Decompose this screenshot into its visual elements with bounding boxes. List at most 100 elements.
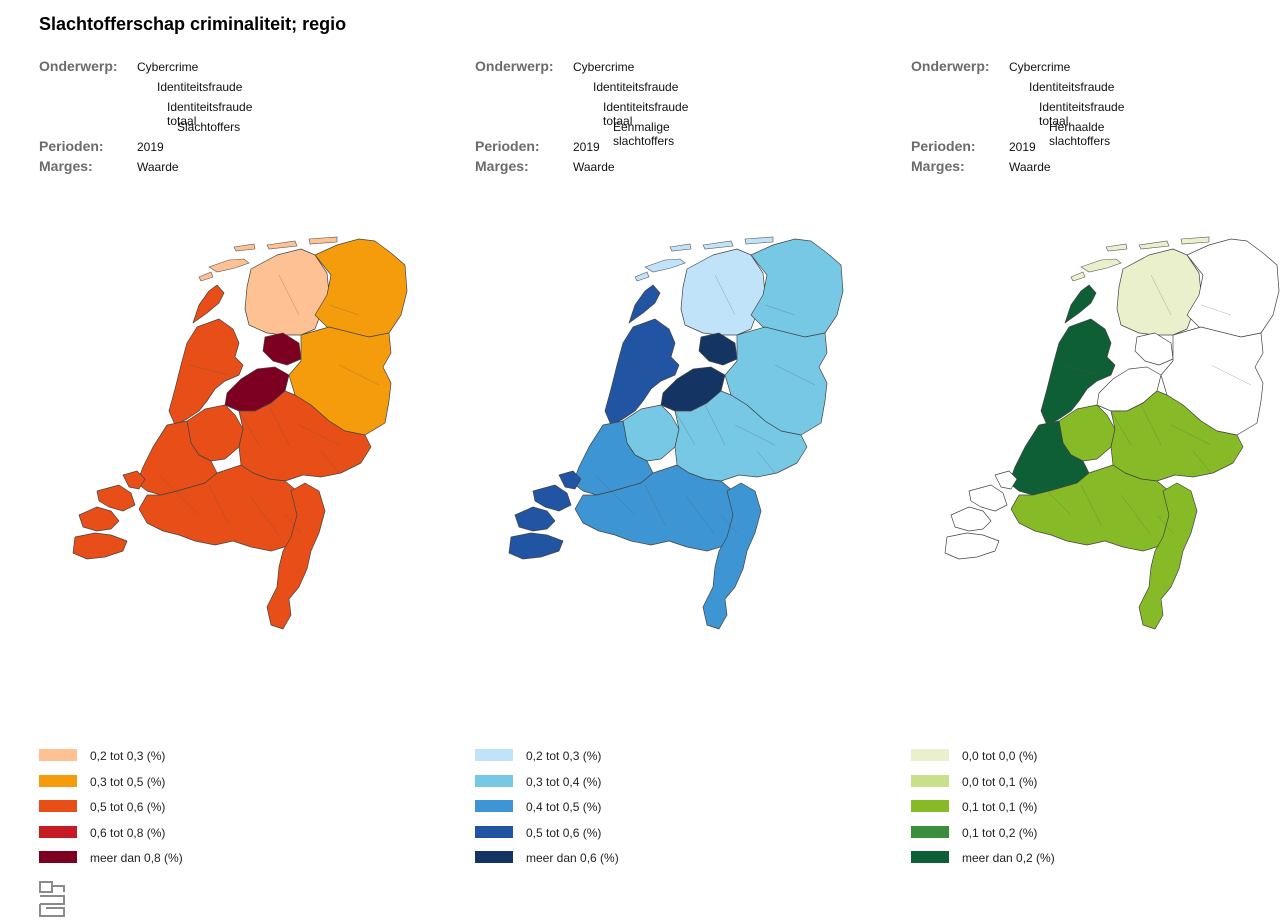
onderwerp-value: Herhaalde slachtoffers <box>1049 120 1111 148</box>
region-limburg[interactable] <box>702 482 762 630</box>
region-noord-holland[interactable] <box>1040 284 1116 426</box>
region-wadden-island[interactable] <box>1180 236 1210 245</box>
onderwerp-value: Identiteitsfraude <box>157 80 243 94</box>
legend-swatch <box>475 825 513 838</box>
region-wadden-island[interactable] <box>233 243 256 252</box>
municipality-border <box>238 410 260 446</box>
netherlands-map <box>508 236 844 630</box>
region-zeeland[interactable] <box>72 470 146 560</box>
legend-label: 0,3 tot 0,5 (%) <box>90 774 166 789</box>
region-wadden-island[interactable] <box>308 236 338 245</box>
legend-label: 0,2 tot 0,3 (%) <box>90 749 166 763</box>
municipality-border <box>328 304 360 316</box>
legend-swatch <box>39 749 77 761</box>
municipality-border <box>208 484 230 526</box>
onderwerp-label: Onderwerp: <box>475 58 554 74</box>
legend-label: 0,1 tot 0,1 (%) <box>962 800 1038 814</box>
region-groningen-drenthe[interactable] <box>1186 238 1280 338</box>
region-wadden-island[interactable] <box>1080 258 1122 273</box>
legend-swatch <box>911 825 949 838</box>
legend-label: 0,5 tot 0,6 (%) <box>90 800 166 814</box>
region-zeeland[interactable] <box>944 470 1018 560</box>
municipality-border <box>684 494 716 536</box>
region-wadden-island[interactable] <box>702 240 734 250</box>
municipality-border <box>1110 410 1132 446</box>
region-groningen-drenthe[interactable] <box>314 238 408 338</box>
region-wadden-island[interactable] <box>744 236 774 245</box>
municipality-border <box>268 404 290 446</box>
cbs-logo-icon <box>39 881 65 917</box>
onderwerp-value: Identiteitsfraude totaal <box>167 100 253 128</box>
region-limburg[interactable] <box>1138 482 1198 630</box>
municipality-border <box>248 494 280 536</box>
onderwerp-value: Identiteitsfraude totaal <box>1039 100 1125 128</box>
region-wadden-island[interactable] <box>266 240 298 250</box>
page-title: Slachtofferschap criminaliteit; regio <box>39 14 347 34</box>
municipality-border <box>1140 404 1162 446</box>
legend-swatch <box>475 749 513 761</box>
perioden-value: 2019 <box>1009 140 1036 154</box>
legend-swatch <box>39 825 77 838</box>
region-wadden-island[interactable] <box>669 243 692 252</box>
region-friesland[interactable] <box>244 248 330 336</box>
municipality-border <box>1030 474 1072 516</box>
map-panel-herhaalde-slachtoffers: Onderwerp: Cybercrime Identiteitsfraude Ide… <box>911 0 1280 880</box>
region-wadden-island[interactable] <box>208 258 250 273</box>
municipality-border <box>704 404 726 446</box>
municipality-border <box>1156 514 1174 534</box>
legend-label: 0,5 tot 0,6 (%) <box>526 825 602 840</box>
region-noord-holland[interactable] <box>168 284 244 426</box>
legend-swatch <box>911 800 949 812</box>
marges-label: Marges: <box>475 158 529 174</box>
region-wadden-island[interactable] <box>1105 243 1128 252</box>
perioden-value: 2019 <box>573 140 600 154</box>
municipality-border <box>624 364 666 376</box>
perioden-value: 2019 <box>137 140 164 154</box>
onderwerp-label: Onderwerp: <box>39 58 118 74</box>
municipality-border <box>278 274 300 316</box>
region-wadden-island[interactable] <box>1138 240 1170 250</box>
region-groningen-drenthe[interactable] <box>750 238 844 338</box>
municipality-border <box>720 514 738 534</box>
legend-swatch <box>39 800 77 812</box>
municipality-border <box>298 424 340 446</box>
municipality-border <box>1192 450 1212 474</box>
perioden-label: Perioden: <box>475 138 540 154</box>
municipality-border <box>1150 274 1172 316</box>
marges-value: Waarde <box>1009 160 1051 174</box>
municipality-border <box>320 450 340 474</box>
region-limburg[interactable] <box>266 482 326 630</box>
region-wadden-island[interactable] <box>1070 271 1086 282</box>
region-noord-holland[interactable] <box>604 284 680 426</box>
onderwerp-value: Slachtoffers <box>177 120 241 134</box>
municipality-border <box>674 410 696 446</box>
onderwerp-value: Identiteitsfraude <box>1029 80 1115 94</box>
region-friesland[interactable] <box>1116 248 1202 336</box>
region-zeeland[interactable] <box>508 470 582 560</box>
legend-swatch <box>475 851 513 863</box>
region-wadden-island[interactable] <box>644 258 686 273</box>
municipality-border <box>1120 494 1152 536</box>
municipality-border <box>338 364 380 386</box>
legend-label: 0,4 tot 0,5 (%) <box>526 800 602 814</box>
netherlands-map <box>72 236 408 630</box>
legend-swatch <box>475 774 513 787</box>
perioden-label: Perioden: <box>911 138 976 154</box>
municipality-border <box>756 450 776 474</box>
legend-swatch <box>911 749 949 761</box>
municipality-border <box>764 304 796 316</box>
municipality-border <box>644 484 666 526</box>
map-panel-slachtoffers: Onderwerp: Cybercrime Identiteitsfraude Ide… <box>39 0 459 880</box>
onderwerp-label: Onderwerp: <box>911 58 990 74</box>
region-friesland[interactable] <box>680 248 766 336</box>
legend-label: 0,6 tot 0,8 (%) <box>90 825 166 840</box>
municipality-border <box>734 424 776 446</box>
legend-swatch <box>911 774 949 787</box>
region-wadden-island[interactable] <box>634 271 650 282</box>
municipality-border <box>594 474 636 516</box>
legend-label: meer dan 0,2 (%) <box>962 851 1055 865</box>
marges-label: Marges: <box>911 158 965 174</box>
region-wadden-island[interactable] <box>198 271 214 282</box>
municipality-border <box>1200 304 1232 316</box>
onderwerp-value: Identiteitsfraude totaal <box>603 100 689 128</box>
